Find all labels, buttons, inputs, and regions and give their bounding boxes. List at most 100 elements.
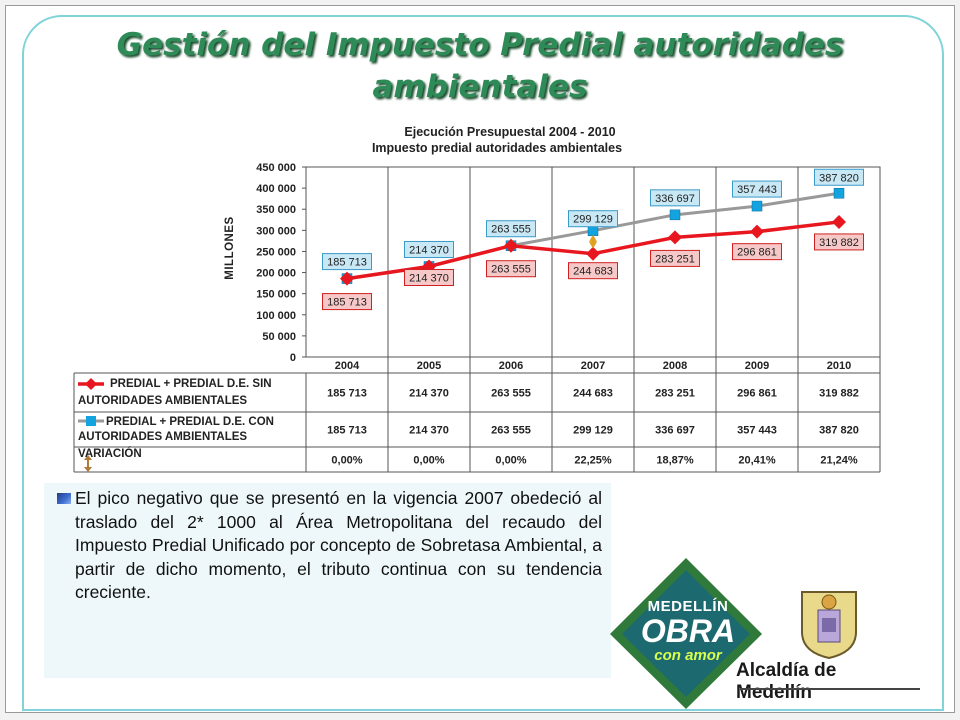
table-cell: 0,00%: [331, 455, 362, 467]
legend-key-con-marker: [86, 416, 96, 426]
data-label-sin-box: [732, 243, 782, 261]
y-tick-label: 250 000: [256, 246, 296, 258]
data-label-con-box: [568, 210, 618, 228]
data-label-con: 214 370: [409, 244, 449, 256]
data-label-sin: 214 370: [409, 272, 449, 284]
slide-title: Gestión del Impuesto Predial autoridades…: [60, 24, 900, 108]
y-tick-label: 400 000: [256, 183, 296, 195]
point-sin: [340, 271, 354, 286]
legend-label-variacion: VARIACIÓN: [78, 447, 142, 460]
table-cell: 296 861: [737, 388, 777, 400]
y-tick-label: 0: [290, 352, 296, 364]
table-cell: 244 683: [573, 388, 613, 400]
y-tick-label: 350 000: [256, 204, 296, 216]
point-sin: [750, 224, 764, 239]
chart-title: Ejecución Presupuestal 2004 - 2010: [404, 125, 615, 139]
data-label-con-box: [650, 189, 700, 207]
data-label-con-box: [486, 220, 536, 238]
alcaldia-label: Alcaldía de Medellín: [736, 660, 837, 703]
y-tick-label: 450 000: [256, 162, 296, 174]
table-cell: 185 713: [327, 425, 367, 437]
x-tick-label: 2004: [335, 360, 360, 372]
table-cell: 357 443: [737, 425, 777, 437]
chart-area-bg: [70, 120, 908, 478]
table-cell: 185 713: [327, 388, 367, 400]
logo-line3: con amor: [654, 647, 722, 664]
data-label-sin: 319 882: [819, 237, 859, 249]
medellin-obra-logo: [610, 558, 762, 709]
table-cell: 387 820: [819, 425, 859, 437]
y-tick-label: 300 000: [256, 225, 296, 237]
legend-label-sin-line1: PREDIAL + PREDIAL D.E. SIN: [110, 378, 272, 390]
medellin-coat-of-arms-icon: [801, 591, 857, 660]
data-label-sin: 296 861: [737, 247, 777, 259]
table-cell: 22,25%: [574, 455, 612, 467]
logo-diamond-inner: [622, 570, 750, 697]
y-tick-label: 100 000: [256, 310, 296, 322]
point-sin: [668, 230, 682, 245]
table-cell: 214 370: [409, 388, 449, 400]
data-label-sin-box: [486, 260, 536, 278]
logo-line1: MEDELLÍN: [647, 598, 729, 615]
x-tick-label: 2010: [827, 360, 851, 372]
slide-title-line1: Gestión del Impuesto Predial autoridades: [116, 27, 844, 63]
point-sin: [504, 238, 518, 253]
data-label-con-box: [322, 253, 372, 271]
note-box: [44, 483, 611, 678]
data-label-con: 336 697: [655, 193, 695, 205]
table-cell: 299 129: [573, 425, 613, 437]
x-tick-label: 2005: [417, 360, 441, 372]
x-tick-label: 2009: [745, 360, 769, 372]
data-label-sin: 283 251: [655, 253, 695, 265]
legend-key-variacion-up: [84, 455, 92, 460]
data-label-sin: 244 683: [573, 266, 613, 278]
gap-arrow-head-down: [589, 241, 597, 249]
gap-arrow-head-up: [589, 234, 597, 242]
slide-title-line2: ambientales: [372, 69, 588, 105]
table-cell: 263 555: [491, 425, 531, 437]
point-sin: [832, 214, 846, 229]
point-con: [669, 209, 681, 221]
logo-text: MEDELLÍN OBRA con amor: [628, 598, 748, 664]
legend-label-sin-line2: AUTORIDADES AMBIENTALES: [78, 395, 247, 407]
y-tick-label: 200 000: [256, 268, 296, 280]
logo-line2: OBRA: [640, 613, 736, 649]
point-sin: [586, 246, 600, 261]
legend-key-variacion-down: [84, 467, 92, 472]
table-cell: 0,00%: [413, 455, 444, 467]
data-label-con: 387 820: [819, 172, 859, 184]
data-label-con: 263 555: [491, 224, 531, 236]
legend-label-con-line2: AUTORIDADES AMBIENTALES: [78, 431, 247, 443]
data-label-sin-box: [322, 293, 372, 311]
table-cell: 20,41%: [738, 455, 776, 467]
legend-key-sin-marker: [85, 378, 97, 390]
data-label-con: 299 129: [573, 214, 613, 226]
x-tick-label: 2007: [581, 360, 605, 372]
data-label-sin-box: [814, 233, 864, 251]
x-tick-label: 2008: [663, 360, 687, 372]
data-label-con: 185 713: [327, 257, 367, 269]
alcaldia-underline: [740, 688, 920, 690]
y-tick-label: 150 000: [256, 289, 296, 301]
plot-border: [305, 166, 881, 358]
bullet-icon: [57, 493, 71, 504]
data-label-con: 357 443: [737, 184, 777, 196]
y-axis-label: MILLONES: [224, 216, 236, 279]
data-label-con-box: [404, 240, 454, 258]
point-con: [751, 200, 763, 212]
data-label-sin-box: [650, 249, 700, 267]
table-cell: 21,24%: [820, 455, 858, 467]
data-label-sin: 263 555: [491, 264, 531, 276]
y-tick-label: 50 000: [262, 331, 296, 343]
legend-label-con-line1: PREDIAL + PREDIAL D.E. CON: [106, 416, 274, 428]
table-cell: 263 555: [491, 388, 531, 400]
table-cell: 336 697: [655, 425, 695, 437]
data-label-sin-box: [404, 268, 454, 286]
chart-subtitle: Impuesto predial autoridades ambientales: [372, 141, 622, 155]
point-con: [833, 188, 845, 199]
table-cell: 0,00%: [495, 455, 526, 467]
data-label-con-box: [732, 180, 782, 198]
data-label-sin: 185 713: [327, 297, 367, 309]
data-label-sin-box: [568, 262, 618, 280]
